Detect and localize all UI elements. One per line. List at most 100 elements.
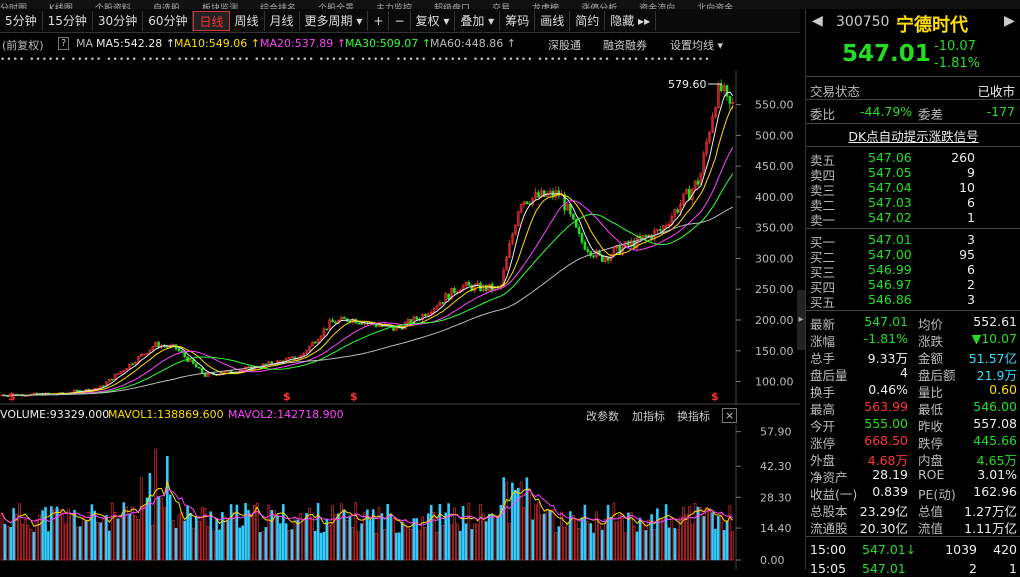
volume-bar [702, 516, 706, 561]
top-menu-item[interactable]: 北向资金 [697, 4, 734, 10]
candle [342, 317, 346, 319]
candle [264, 363, 268, 366]
adjust-label: (前复权) [2, 39, 44, 52]
y-tick-label: 550.00 [755, 99, 794, 112]
top-menu-item[interactable]: 分时图 [0, 4, 28, 10]
volume-bar [499, 504, 503, 561]
top-menu-item[interactable]: 板块监测 [201, 4, 238, 10]
volume-bar [90, 504, 94, 561]
period-button[interactable]: + [368, 10, 390, 31]
volume-bar [716, 515, 720, 561]
top-menu-item[interactable]: 自选股 [152, 4, 180, 10]
volume-bar [276, 515, 279, 561]
period-button[interactable]: 5分钟 [0, 10, 43, 31]
period-button[interactable]: 隐藏 ▸▸ [605, 10, 657, 31]
candle [482, 284, 485, 292]
volume-bar [429, 505, 433, 561]
period-button[interactable]: 画线 [535, 10, 571, 31]
candle [131, 363, 134, 366]
volume-bar [647, 519, 651, 561]
period-button[interactable]: 简约 [570, 10, 606, 31]
period-button[interactable]: 月线 [265, 10, 300, 31]
period-button[interactable]: 30分钟 [93, 10, 144, 31]
asks-row: 卖五 547.06 260 [806, 150, 1020, 168]
volume-bar [134, 515, 137, 561]
help-icon[interactable]: ? [58, 37, 70, 50]
margin-trading-button[interactable]: 融资融券 [603, 39, 647, 52]
period-button[interactable]: 更多周期 ▾ [300, 10, 369, 31]
volume-bar [137, 519, 140, 561]
price-chart[interactable]: 550.00 500.00 450.00 400.00 350.00 300.00 250.… [0, 70, 800, 405]
volume-bar [508, 522, 511, 561]
volume-bar [163, 507, 166, 561]
stat-value: 0.60 [989, 382, 1017, 397]
ma30-value: MA30:509.07 ↑ [345, 37, 431, 50]
add-indicator-button[interactable]: 加指标 [632, 410, 665, 423]
switch-indicator-button[interactable]: 换指标 [677, 410, 710, 423]
volume-bar [400, 521, 404, 561]
period-button[interactable]: 叠加 ▾ [455, 10, 501, 31]
period-button[interactable]: − [389, 10, 411, 31]
period-button[interactable]: 周线 [230, 10, 265, 31]
top-menu-item[interactable]: 涨停分析 [581, 4, 618, 10]
bids-volume: 2 [967, 277, 975, 292]
top-menu-item[interactable]: 超级盘口 [434, 4, 471, 10]
volume-bar [334, 514, 337, 561]
close-icon[interactable]: × [722, 408, 738, 423]
volume-bar [241, 525, 244, 561]
candle [571, 213, 575, 220]
top-menu-item[interactable]: 龙虎榜 [532, 4, 560, 10]
volume-bar [313, 530, 317, 561]
candle [484, 284, 488, 291]
stat-row: 外盘 4.68万 内盘 4.65万 [806, 450, 1020, 468]
top-menu-item[interactable]: K线图 [49, 4, 73, 10]
period-button[interactable]: 60分钟 [143, 10, 194, 31]
ma5-value: MA5:542.28 ↑ [96, 37, 175, 50]
order-ratio-row: 委比 -44.79% 委差 -177 [806, 104, 1020, 122]
period-button[interactable]: 复权 ▾ [411, 10, 456, 31]
tick-count: 420 [993, 542, 1017, 557]
top-menu-item[interactable]: 综合排名 [259, 4, 296, 10]
volume-bar [41, 510, 44, 561]
prev-stock-arrow-icon[interactable]: ◀ [812, 13, 823, 29]
top-menu-item[interactable]: 交易 [492, 4, 511, 10]
candle [316, 339, 320, 344]
stat-row: 净资产 28.19 ROE 3.01% [806, 467, 1020, 485]
candle [711, 116, 714, 133]
change-params-button[interactable]: 改参数 [586, 410, 619, 423]
period-button[interactable]: 15分钟 [43, 10, 93, 31]
top-menu-item[interactable]: 个股资料 [94, 4, 131, 10]
volume-bar [322, 531, 326, 561]
candle [505, 257, 508, 271]
volume-bar [728, 505, 732, 561]
volume-bar [685, 514, 688, 561]
candle [32, 392, 36, 395]
top-menu-bar: 分时图 K线图 个股资料 自选股 板块监测 综合排名 个股全景 主力监控 超级盘口 交易 龙虎榜 涨停… [0, 0, 1020, 9]
top-menu-item[interactable]: 主力监控 [376, 4, 413, 10]
dk-signal-link[interactable]: DK点自动提示涨跌信号 [848, 129, 979, 144]
volume-chart[interactable]: 57.90 42.30 28.30 14.40 0.00 [0, 425, 800, 570]
stat-value: 445.66 [973, 433, 1017, 448]
volume-bar [519, 481, 523, 561]
deep-link-button[interactable]: 深股通 [548, 39, 581, 52]
volume-bar [32, 531, 36, 561]
period-button[interactable]: 日线 [193, 10, 230, 31]
candle [583, 241, 587, 250]
next-stock-arrow-icon[interactable]: ▶ [1004, 13, 1015, 29]
volume-bar [267, 504, 271, 561]
volume-bar [26, 525, 30, 561]
volume-bar [644, 530, 648, 561]
volume-bar [203, 508, 207, 561]
candle [426, 313, 430, 317]
top-menu-item[interactable]: 个股全景 [317, 4, 354, 10]
top-menu-item[interactable]: 资金流向 [639, 4, 676, 10]
candle [693, 180, 697, 190]
period-button[interactable]: 筹码 [500, 10, 536, 31]
bids-price: 547.01 [868, 232, 912, 247]
bids-label: 买三 [810, 265, 836, 280]
bids-row: 买四 546.97 2 [806, 277, 1020, 295]
ma-settings-button[interactable]: 设置均线 ▾ [670, 39, 724, 52]
candle [708, 131, 711, 143]
collapse-panel-handle[interactable]: ▸ [797, 290, 805, 350]
volume-bar [253, 505, 256, 561]
